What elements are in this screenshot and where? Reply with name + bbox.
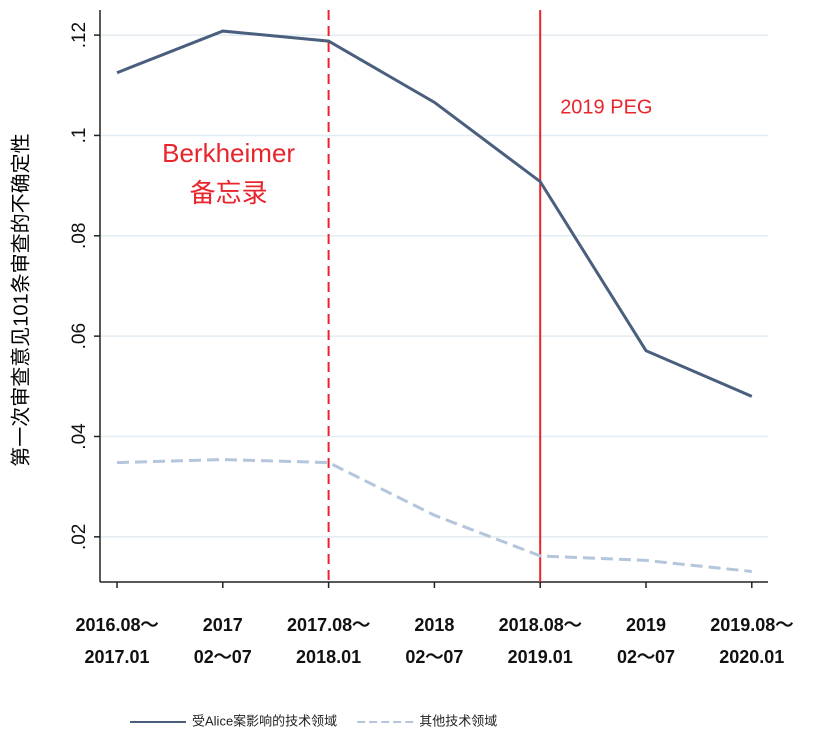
event-label: Berkheimer (162, 138, 295, 168)
x-tick-label: 2017 (203, 615, 243, 635)
x-tick-label: 2018.08～ (499, 615, 582, 635)
y-tick-label: .06 (69, 323, 90, 349)
y-tick-label: .1 (69, 128, 90, 144)
x-tick-label: 2017.01 (84, 647, 149, 667)
x-tick-label: 2019.08～ (710, 615, 793, 635)
x-tick-label: 2020.01 (719, 647, 784, 667)
y-axis-label: 第一次审查意见101条审查的不确定性 (9, 133, 32, 466)
x-tick-label: 2018.01 (296, 647, 361, 667)
event-label: 2019 PEG (560, 96, 652, 118)
y-tick-label: .12 (69, 22, 90, 48)
x-tick-label: 2019 (626, 615, 666, 635)
y-tick-label: .04 (69, 423, 90, 450)
y-tick-label: .02 (69, 524, 90, 550)
x-tick-label: 2017.08～ (287, 615, 370, 635)
y-tick-label: .08 (69, 223, 90, 249)
legend-label: 受Alice案影响的技术领域 (192, 713, 337, 728)
event-label: 备忘录 (190, 178, 268, 208)
series-line (116, 29, 753, 398)
series-line (116, 458, 752, 573)
x-tick-label: 2016.08～ (75, 615, 158, 635)
x-tick-label: 02～07 (405, 647, 463, 667)
x-tick-label: 2018 (414, 615, 454, 635)
x-tick-label: 02～07 (617, 647, 675, 667)
x-tick-label: 2019.01 (508, 647, 573, 667)
legend-label: 其他技术领域 (419, 713, 497, 728)
x-tick-label: 02～07 (194, 647, 252, 667)
